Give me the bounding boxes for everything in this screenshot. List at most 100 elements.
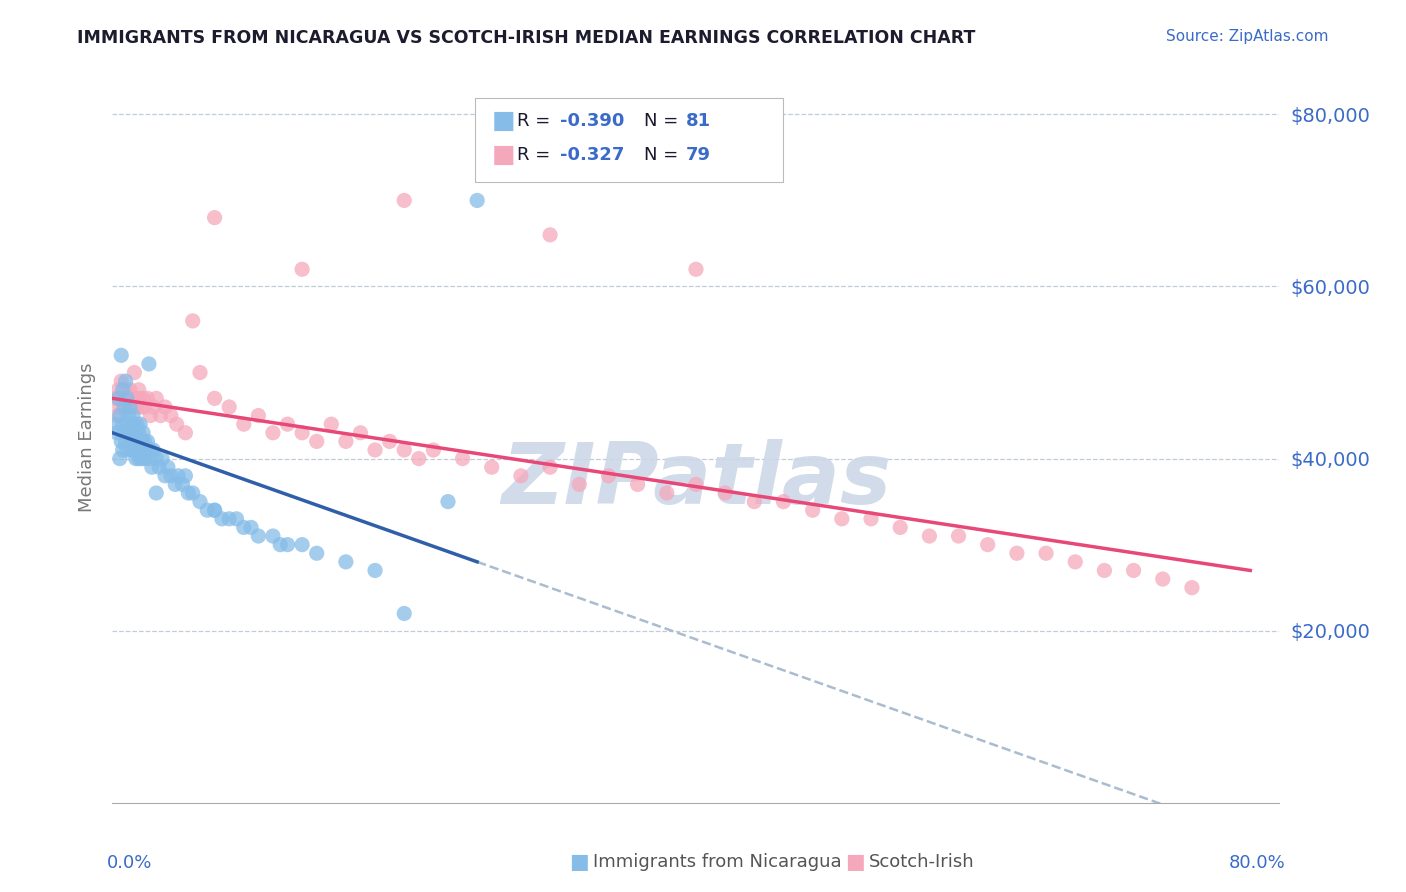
Point xyxy=(139,409,162,423)
Point xyxy=(120,392,142,406)
Point xyxy=(118,434,141,449)
Point xyxy=(174,468,197,483)
Point xyxy=(138,451,160,466)
Point xyxy=(139,442,162,457)
Point xyxy=(125,425,148,440)
Point xyxy=(195,503,218,517)
Point xyxy=(134,400,156,414)
Point xyxy=(125,392,148,406)
Point xyxy=(145,451,167,466)
Point xyxy=(204,211,226,225)
Text: ■: ■ xyxy=(845,852,865,871)
Point xyxy=(114,374,136,388)
Point xyxy=(122,425,145,440)
Point xyxy=(136,392,159,406)
Point xyxy=(134,434,156,449)
Point xyxy=(305,434,328,449)
Point xyxy=(685,262,707,277)
Point xyxy=(166,417,188,432)
Point xyxy=(948,529,970,543)
Point xyxy=(437,494,460,508)
Point xyxy=(394,607,416,621)
Point xyxy=(120,442,142,457)
Point xyxy=(181,314,204,328)
Point xyxy=(627,477,650,491)
Point xyxy=(165,477,187,491)
Point xyxy=(538,227,561,242)
Point xyxy=(136,434,159,449)
Point xyxy=(801,503,824,517)
Point xyxy=(129,392,152,406)
Point xyxy=(105,409,128,423)
Point xyxy=(107,392,129,406)
Text: ■: ■ xyxy=(492,144,516,167)
Point xyxy=(108,409,131,423)
Point xyxy=(218,400,240,414)
Point xyxy=(481,460,503,475)
Point xyxy=(108,400,131,414)
Text: R =: R = xyxy=(517,112,557,130)
Point xyxy=(135,442,157,457)
Point xyxy=(129,417,152,432)
Point xyxy=(117,425,139,440)
Point xyxy=(131,451,153,466)
Point xyxy=(291,262,314,277)
Point xyxy=(364,564,387,578)
Point xyxy=(132,442,155,457)
Point xyxy=(132,392,155,406)
Point xyxy=(269,538,291,552)
Point xyxy=(364,442,387,457)
Point xyxy=(117,409,139,423)
Text: ■: ■ xyxy=(492,110,516,133)
Point xyxy=(127,400,149,414)
Point xyxy=(110,374,132,388)
Point xyxy=(262,529,284,543)
Point xyxy=(111,442,134,457)
Point xyxy=(120,417,142,432)
Point xyxy=(111,417,134,432)
Point xyxy=(128,425,150,440)
Text: ■: ■ xyxy=(569,852,589,871)
Point xyxy=(153,468,176,483)
Point xyxy=(218,512,240,526)
Point xyxy=(114,434,136,449)
Point xyxy=(1152,572,1174,586)
Point xyxy=(104,392,127,406)
Point xyxy=(127,434,149,449)
Point xyxy=(145,486,167,500)
Point xyxy=(772,494,794,508)
Point xyxy=(451,451,474,466)
Point xyxy=(538,460,561,475)
Point xyxy=(1035,546,1057,560)
Point xyxy=(111,392,134,406)
Point xyxy=(408,451,430,466)
Point xyxy=(115,417,138,432)
Point xyxy=(174,425,197,440)
Text: 79: 79 xyxy=(686,146,711,164)
Point xyxy=(112,425,135,440)
Point xyxy=(150,451,173,466)
Point xyxy=(124,417,146,432)
Point xyxy=(124,366,146,380)
Point xyxy=(1181,581,1204,595)
Text: Source: ZipAtlas.com: Source: ZipAtlas.com xyxy=(1166,29,1329,44)
Point xyxy=(378,434,401,449)
Point xyxy=(115,442,138,457)
Point xyxy=(181,486,204,500)
Point xyxy=(349,425,371,440)
Point xyxy=(889,520,911,534)
Point xyxy=(831,512,853,526)
Point xyxy=(131,400,153,414)
Point xyxy=(153,400,176,414)
Point xyxy=(177,486,200,500)
Point xyxy=(225,512,247,526)
Point xyxy=(149,409,172,423)
Text: 81: 81 xyxy=(686,112,711,130)
Point xyxy=(104,417,127,432)
Point xyxy=(148,460,170,475)
Point xyxy=(105,425,128,440)
Point xyxy=(394,442,416,457)
Point xyxy=(117,400,139,414)
Text: N =: N = xyxy=(644,112,683,130)
Point xyxy=(108,451,131,466)
